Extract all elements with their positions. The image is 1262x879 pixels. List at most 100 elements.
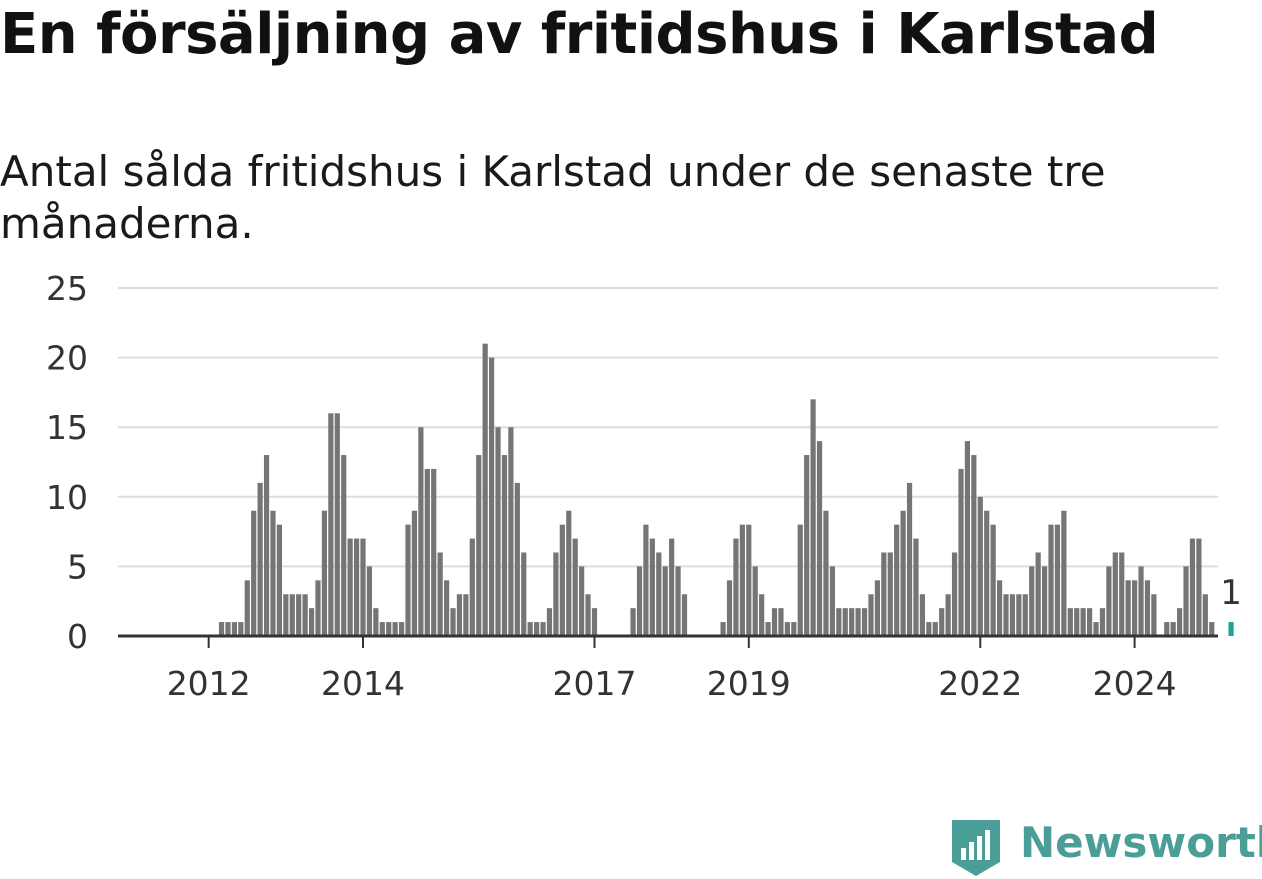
bar bbox=[546, 608, 553, 636]
bar bbox=[450, 608, 456, 636]
bar bbox=[566, 510, 572, 636]
bar bbox=[579, 566, 585, 636]
bar bbox=[906, 482, 913, 636]
y-tick-label: 10 bbox=[46, 478, 88, 517]
bar bbox=[977, 496, 983, 636]
bar bbox=[482, 343, 488, 636]
bar bbox=[636, 566, 643, 636]
bar bbox=[630, 608, 636, 636]
y-tick-label: 25 bbox=[46, 269, 88, 308]
bar bbox=[392, 622, 398, 636]
bar bbox=[418, 427, 424, 636]
bar bbox=[469, 538, 475, 636]
bar bbox=[1041, 566, 1048, 636]
bar bbox=[341, 455, 347, 636]
bar bbox=[463, 594, 469, 636]
bar bbox=[270, 510, 276, 636]
bar bbox=[1202, 594, 1208, 636]
bar bbox=[231, 622, 237, 636]
bar bbox=[752, 566, 758, 636]
bar bbox=[476, 455, 482, 636]
bar bbox=[829, 566, 835, 636]
bar bbox=[527, 622, 533, 636]
bar bbox=[431, 468, 437, 636]
bar bbox=[784, 622, 790, 636]
bar bbox=[1183, 566, 1189, 636]
bar bbox=[508, 427, 514, 636]
bar bbox=[1029, 566, 1035, 636]
bar bbox=[540, 622, 546, 636]
bar bbox=[958, 468, 964, 636]
chart-title: En försäljning av fritidshus i Karlstad bbox=[0, 2, 1159, 67]
x-tick-label: 2014 bbox=[321, 664, 405, 703]
bar bbox=[585, 594, 591, 636]
bar bbox=[225, 622, 231, 636]
bar bbox=[495, 427, 501, 636]
bar bbox=[964, 441, 971, 636]
bar bbox=[1177, 608, 1183, 636]
x-tick-label: 2012 bbox=[167, 664, 251, 703]
bar bbox=[984, 510, 990, 636]
bar bbox=[881, 552, 887, 636]
bar bbox=[681, 594, 688, 636]
bar bbox=[437, 552, 443, 636]
bar bbox=[1009, 594, 1016, 636]
bar bbox=[739, 524, 745, 636]
bar bbox=[669, 538, 675, 636]
bar bbox=[489, 357, 495, 636]
bar bbox=[559, 524, 565, 636]
bar bbox=[315, 580, 321, 636]
bar bbox=[771, 608, 778, 636]
newsworthy-logo[interactable]: Newsworthy bbox=[950, 816, 1262, 878]
bar bbox=[218, 622, 225, 636]
bar bbox=[823, 510, 829, 636]
bar bbox=[662, 566, 668, 636]
bar bbox=[861, 608, 868, 636]
y-tick-label: 20 bbox=[46, 339, 88, 378]
bar bbox=[456, 594, 463, 636]
bar bbox=[733, 538, 739, 636]
bar bbox=[759, 594, 765, 636]
bar bbox=[1106, 566, 1112, 636]
bar bbox=[1074, 608, 1080, 636]
bar bbox=[649, 538, 655, 636]
bar bbox=[443, 580, 450, 636]
bar bbox=[1132, 580, 1138, 636]
bar bbox=[238, 622, 244, 636]
bar bbox=[932, 622, 938, 636]
bar bbox=[945, 594, 951, 636]
bar bbox=[1125, 580, 1131, 636]
bar bbox=[1061, 510, 1067, 636]
bar bbox=[572, 538, 578, 636]
bar bbox=[1099, 608, 1106, 636]
bar bbox=[746, 524, 752, 636]
x-tick-label: 2022 bbox=[938, 664, 1022, 703]
bar bbox=[1035, 552, 1041, 636]
bar bbox=[778, 608, 784, 636]
bar bbox=[1144, 580, 1151, 636]
bar bbox=[643, 524, 649, 636]
bar bbox=[334, 413, 340, 636]
bar bbox=[386, 622, 392, 636]
bar bbox=[379, 622, 385, 636]
bar bbox=[1048, 524, 1054, 636]
bar bbox=[720, 622, 726, 636]
bar bbox=[257, 482, 263, 636]
bar bbox=[894, 524, 900, 636]
bar bbox=[1067, 608, 1073, 636]
bar bbox=[951, 552, 958, 636]
bar-highlight bbox=[1228, 622, 1234, 636]
bar bbox=[1196, 538, 1202, 636]
bar bbox=[1112, 552, 1118, 636]
bar bbox=[1164, 622, 1170, 636]
bar bbox=[675, 566, 681, 636]
bar bbox=[263, 455, 270, 636]
bar bbox=[276, 524, 283, 636]
bar bbox=[1189, 538, 1196, 636]
bar bbox=[328, 413, 334, 636]
bar bbox=[534, 622, 540, 636]
bar bbox=[360, 538, 366, 636]
bar bbox=[836, 608, 842, 636]
newsworthy-logo-text: Newsworthy bbox=[1020, 818, 1262, 867]
